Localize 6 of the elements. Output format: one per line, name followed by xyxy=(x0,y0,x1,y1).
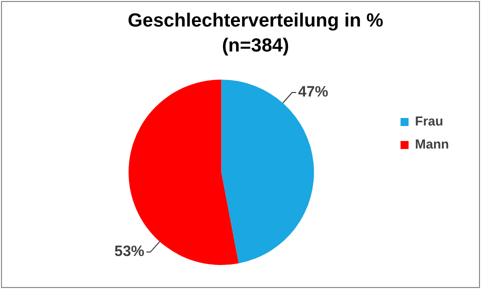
data-label: 47% xyxy=(298,84,328,101)
chart-subtitle: (n=384) xyxy=(222,35,290,56)
data-label: 53% xyxy=(114,243,144,260)
legend-label: Mann xyxy=(415,136,450,152)
legend-label: Frau xyxy=(415,114,444,129)
chart-title: Geschlechterverteilung in % xyxy=(128,10,384,32)
